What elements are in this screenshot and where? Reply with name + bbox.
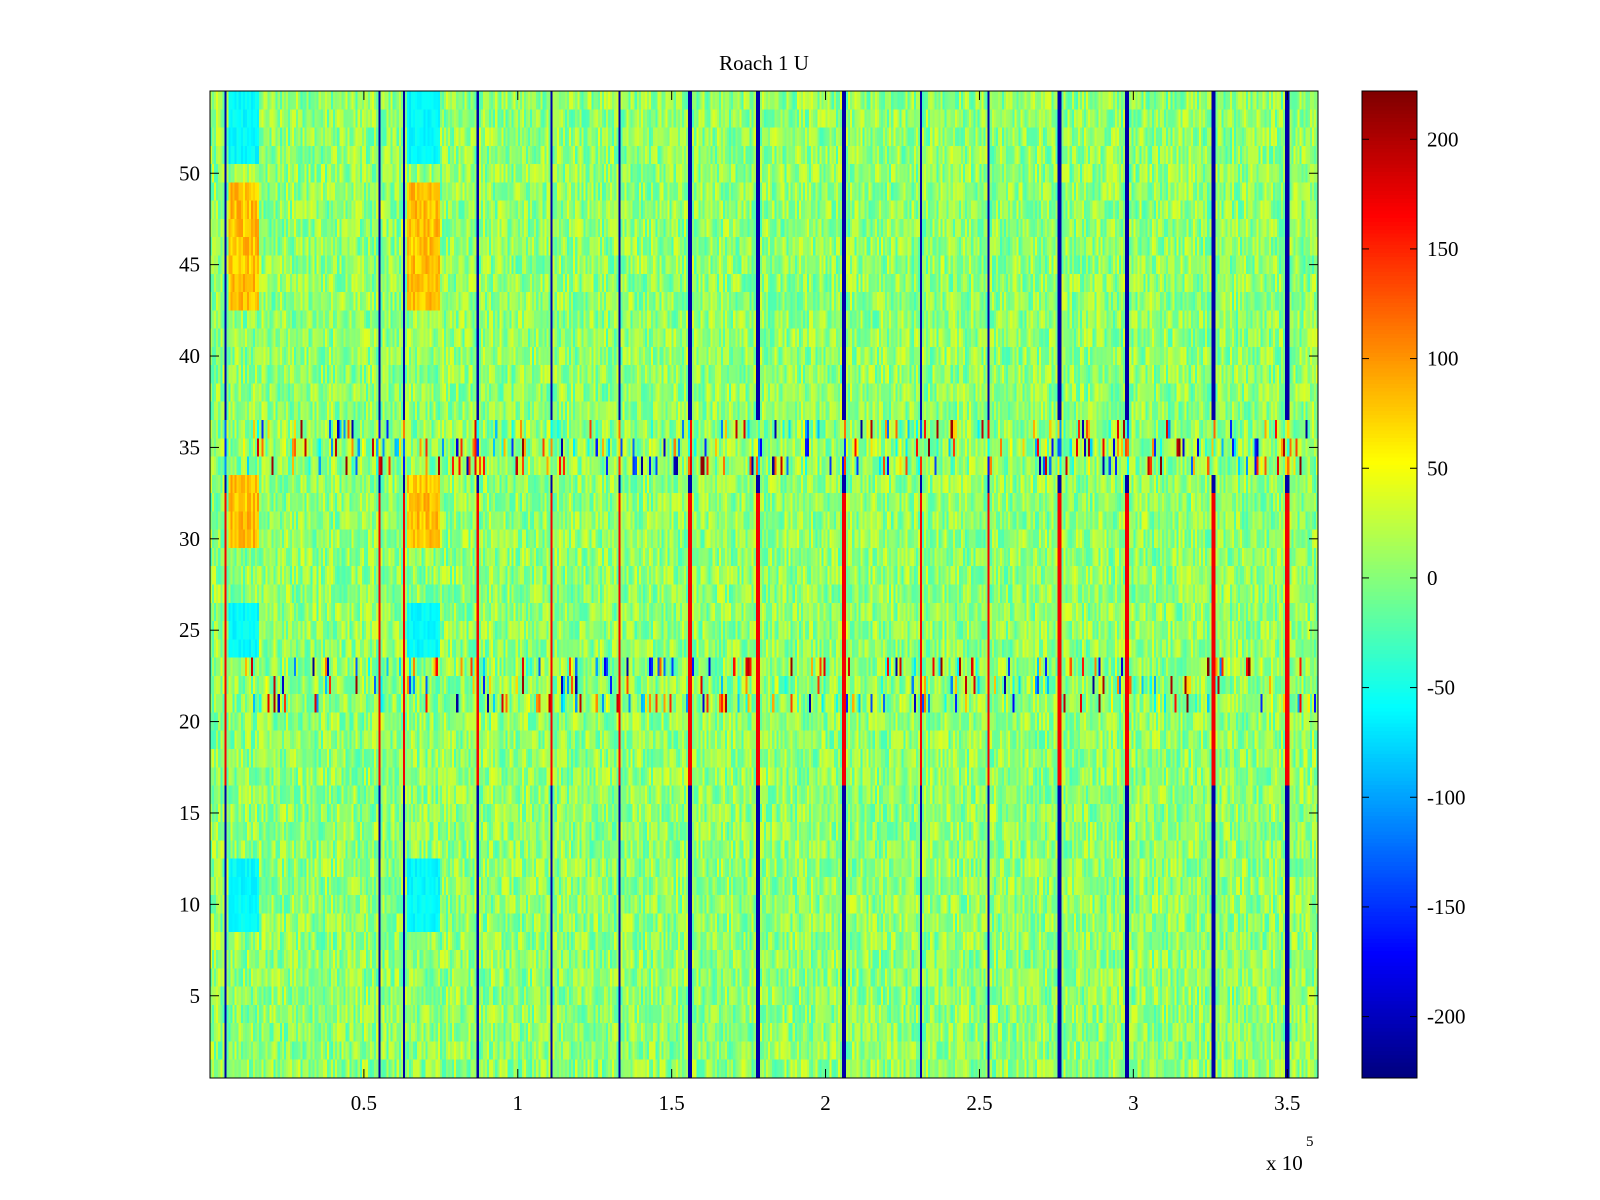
colorbar-tick-label: -100: [1427, 785, 1466, 809]
y-tick-label: 45: [179, 253, 200, 277]
x-tick-label: 1: [513, 1091, 524, 1115]
x-tick-label: 1.5: [659, 1091, 685, 1115]
colorbar-tick-label: 50: [1427, 456, 1448, 480]
x-axis-multiplier-exponent: 5: [1306, 1134, 1314, 1150]
x-tick-label: 2: [820, 1091, 831, 1115]
y-tick-label: 5: [190, 984, 201, 1008]
colorbar-tick-label: 0: [1427, 566, 1438, 590]
colorbar-tick-label: 150: [1427, 237, 1459, 261]
y-tick-label: 35: [179, 435, 200, 459]
x-tick-label: 0.5: [351, 1091, 377, 1115]
colorbar-image: [1362, 91, 1417, 1078]
x-tick-label: 3: [1128, 1091, 1139, 1115]
x-tick-label: 3.5: [1274, 1091, 1300, 1115]
x-axis-multiplier: x 10: [1266, 1151, 1303, 1175]
chart-title: Roach 1 U: [719, 51, 809, 75]
colorbar-tick-label: -200: [1427, 1005, 1466, 1029]
colorbar-tick-label: 100: [1427, 347, 1459, 371]
colorbar-tick-label: -150: [1427, 895, 1466, 919]
x-tick-label: 2.5: [966, 1091, 992, 1115]
y-axis-ticks: 5 10 15 20 25 30 35 40 45 50: [179, 161, 1318, 1008]
y-tick-label: 15: [179, 801, 200, 825]
colorbar-tick-label: -50: [1427, 676, 1455, 700]
colorbar-ticks: 200 150 100 50 0 -50 -100 -150 -200: [1362, 127, 1466, 1029]
colorbar-frame: [1361, 90, 1418, 1079]
x-axis-ticks: 0.5 1 1.5 2 2.5 3 3.5: [351, 91, 1300, 1115]
y-tick-label: 40: [179, 344, 200, 368]
colorbar-tick-label: 200: [1427, 127, 1459, 151]
y-tick-label: 50: [179, 161, 200, 185]
plot-frame: [209, 90, 1319, 1079]
heatmap-image: [210, 91, 1318, 1078]
y-tick-label: 10: [179, 892, 200, 916]
y-tick-label: 25: [179, 618, 200, 642]
y-tick-label: 20: [179, 710, 200, 734]
y-tick-label: 30: [179, 527, 200, 551]
